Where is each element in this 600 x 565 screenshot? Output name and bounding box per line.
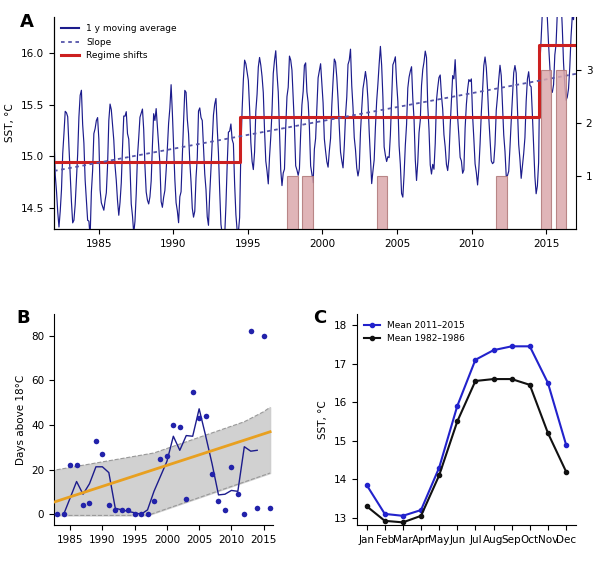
Mean 2011–2015: [526, 343, 533, 350]
Mean 1982–1986: [544, 429, 551, 436]
Mean 2011–2015: [436, 464, 443, 471]
Mean 1982–1986: [418, 512, 425, 519]
Point: [246, 327, 256, 336]
Y-axis label: Days above 18°C: Days above 18°C: [16, 375, 26, 464]
Point: [98, 450, 107, 459]
Point: [162, 452, 172, 461]
Point: [214, 497, 223, 506]
Point: [207, 470, 217, 479]
Mean 1982–1986: [508, 376, 515, 383]
Mean 2011–2015: [363, 481, 370, 488]
Text: A: A: [20, 13, 34, 31]
Bar: [556, 70, 566, 229]
Mean 1982–1986: [490, 376, 497, 383]
Point: [124, 505, 133, 514]
Text: B: B: [17, 310, 31, 327]
Point: [233, 490, 242, 499]
Point: [117, 505, 127, 514]
Bar: [302, 176, 313, 229]
Mean 1982–1986: [363, 503, 370, 510]
Mean 1982–1986: [526, 381, 533, 388]
Line: Mean 1982–1986: Mean 1982–1986: [365, 377, 568, 524]
Mean 2011–2015: [399, 512, 406, 519]
Point: [265, 503, 275, 512]
Mean 2011–2015: [454, 403, 461, 410]
Legend: Mean 2011–2015, Mean 1982–1986: Mean 2011–2015, Mean 1982–1986: [361, 318, 468, 346]
Point: [130, 510, 139, 519]
Mean 1982–1986: [381, 518, 388, 524]
Point: [136, 510, 146, 519]
Mean 1982–1986: [399, 519, 406, 526]
Y-axis label: SST, °C: SST, °C: [318, 400, 328, 439]
Point: [65, 460, 75, 470]
Point: [104, 501, 113, 510]
Point: [149, 497, 159, 506]
Point: [110, 505, 120, 514]
Mean 1982–1986: [562, 468, 569, 475]
Point: [78, 501, 88, 510]
Point: [220, 505, 230, 514]
Bar: [377, 176, 388, 229]
Mean 2011–2015: [544, 380, 551, 386]
Point: [155, 454, 165, 463]
Mean 2011–2015: [508, 343, 515, 350]
Point: [52, 510, 62, 519]
Legend: 1 y moving average, Slope, Regime shifts: 1 y moving average, Slope, Regime shifts: [59, 21, 180, 63]
Text: C: C: [313, 310, 326, 327]
Mean 2011–2015: [562, 441, 569, 448]
Point: [201, 412, 211, 421]
Point: [169, 420, 178, 429]
Point: [46, 510, 56, 519]
Point: [85, 499, 94, 508]
Mean 1982–1986: [472, 377, 479, 384]
Point: [143, 510, 152, 519]
Mean 2011–2015: [472, 357, 479, 363]
Point: [91, 436, 101, 445]
Y-axis label: SST, °C: SST, °C: [5, 103, 16, 142]
Point: [239, 510, 249, 519]
Point: [181, 494, 191, 503]
Point: [188, 387, 197, 396]
Point: [194, 414, 204, 423]
Point: [227, 463, 236, 472]
Bar: [541, 70, 551, 229]
Point: [72, 460, 82, 470]
Mean 1982–1986: [436, 472, 443, 479]
Mean 2011–2015: [418, 507, 425, 514]
Mean 2011–2015: [490, 347, 497, 354]
Mean 2011–2015: [381, 511, 388, 518]
Bar: [287, 176, 298, 229]
Line: Mean 2011–2015: Mean 2011–2015: [365, 344, 568, 518]
Mean 1982–1986: [454, 418, 461, 425]
Point: [175, 423, 185, 432]
Point: [59, 510, 68, 519]
Bar: [496, 176, 506, 229]
Point: [259, 331, 268, 340]
Point: [253, 503, 262, 512]
